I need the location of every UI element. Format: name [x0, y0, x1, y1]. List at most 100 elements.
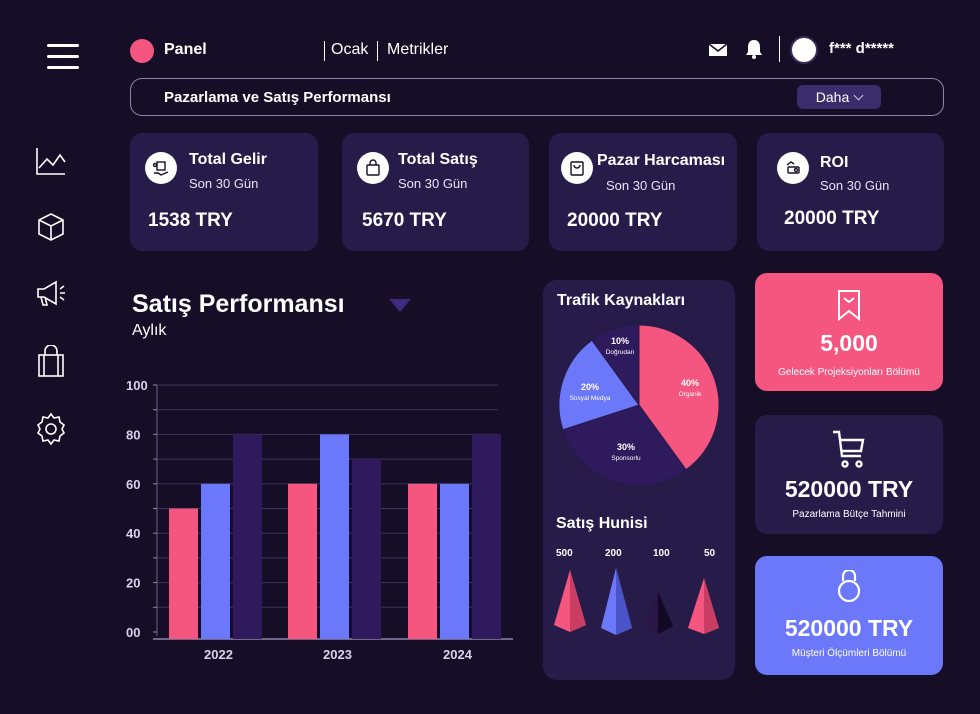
caret-down-icon[interactable]: [389, 299, 411, 312]
brand-logo: [130, 39, 154, 63]
funnel-label: 50: [704, 548, 716, 559]
bar: [201, 483, 230, 639]
bar: [440, 483, 469, 639]
section-bar: [130, 78, 944, 116]
more-label: Daha: [815, 89, 850, 105]
bar: [233, 434, 262, 639]
kpi-value: 1538 TRY: [148, 210, 233, 231]
nav-item-metrikler[interactable]: Metrikler: [387, 41, 449, 58]
x-tick-label: 2022: [204, 647, 233, 662]
pie-value-label: 30%: [617, 442, 635, 452]
pie-category-label: Sosyal Medya: [570, 395, 611, 402]
kpi-value: 20000 TRY: [567, 210, 663, 231]
hamburger-line: [47, 44, 79, 47]
bar: [472, 434, 501, 639]
funnel-shape: [570, 570, 586, 632]
x-tick-label: 2023: [323, 647, 352, 662]
cart-icon: [831, 429, 867, 474]
kpi-value: 5670 TRY: [362, 210, 447, 231]
pie-value-label: 20%: [581, 382, 599, 392]
funnel-shape: [704, 578, 719, 634]
funnel-label: 100: [653, 548, 670, 559]
y-tick-label: 100: [126, 378, 148, 393]
kpi-subtitle: Son 30 Gün: [606, 178, 676, 193]
card-value: 520000 TRY: [784, 615, 914, 641]
pie-category-label: Sponsorlu: [611, 455, 641, 462]
card-label: Pazarlama Bütçe Tahmini: [792, 509, 906, 520]
funnel-shape: [658, 592, 673, 634]
section-title: Pazarlama ve Satış Performansı: [164, 89, 391, 106]
chart-title: Satış Performansı: [132, 290, 345, 318]
y-tick-label: 00: [126, 625, 140, 640]
kpi-title: Total Gelir: [189, 151, 267, 168]
bar: [288, 483, 317, 639]
x-tick-label: 2024: [443, 647, 473, 662]
funnel-labels: 500 200 100 50: [546, 548, 732, 562]
user-name[interactable]: f*** d*****: [829, 40, 895, 57]
money-hand-icon: [777, 152, 809, 184]
pie-category-label: Organik: [679, 391, 703, 398]
pie-slice: [558, 339, 640, 431]
nav-separator: [324, 41, 325, 61]
y-tick-label: 60: [126, 477, 140, 492]
card-label: Gelecek Projeksiyonları Bölümü: [778, 367, 920, 378]
line-chart-icon[interactable]: [34, 144, 68, 178]
funnel-label: 500: [556, 548, 573, 559]
funnel-label: 200: [605, 548, 622, 559]
customer-metrics-card[interactable]: 520000 TRY Müşteri Ölçümleri Bölümü: [755, 556, 943, 675]
y-tick-label: 20: [126, 576, 140, 591]
card-label: Müşteri Ölçümleri Bölümü: [791, 648, 907, 659]
sales-bar-chart: 00 20 40 60 80 100 2022 2023 2024: [126, 378, 513, 662]
kpi-subtitle: Son 30 Gün: [189, 176, 259, 191]
nav-separator: [377, 41, 378, 61]
projection-card[interactable]: 5,000 Gelecek Projeksiyonları Bölümü: [755, 273, 943, 391]
cube-icon[interactable]: [34, 210, 68, 244]
avatar[interactable]: [790, 36, 818, 64]
y-tick-label: 80: [126, 427, 140, 442]
brand-title: Panel: [164, 41, 207, 58]
bar: [352, 459, 381, 639]
bar: [320, 434, 349, 639]
more-dropdown[interactable]: Daha: [797, 85, 881, 109]
pie-value-label: 10%: [611, 336, 629, 346]
delivery-icon: [145, 152, 177, 184]
kettlebell-icon: [836, 568, 862, 609]
store-bag-icon: [561, 152, 593, 184]
menu-button[interactable]: [47, 44, 79, 69]
mail-icon[interactable]: [708, 42, 728, 58]
shopping-bag-icon[interactable]: [34, 344, 68, 379]
funnel-title: Satış Hunisi: [556, 515, 648, 532]
funnel-shape: [616, 568, 632, 635]
kpi-subtitle: Son 30 Gün: [398, 176, 468, 191]
kpi-title: Total Satış: [398, 151, 478, 168]
bar: [408, 483, 437, 639]
pie-category-label: Doğrudan: [606, 349, 635, 356]
hamburger-line: [47, 55, 79, 58]
card-value: 520000 TRY: [784, 476, 914, 502]
budget-card[interactable]: 520000 TRY Pazarlama Bütçe Tahmini: [755, 415, 943, 534]
kpi-value: 20000 TRY: [784, 208, 880, 229]
y-tick-label: 40: [126, 526, 140, 541]
chevron-down-icon: [853, 90, 864, 100]
traffic-pie-chart: 40% Organik 30% Sponsorlu 20% Sosyal Medya 10%…: [558, 324, 720, 486]
pie-slice: [638, 324, 720, 471]
nav-item-ocak[interactable]: Ocak: [331, 41, 369, 58]
kpi-subtitle: Son 30 Gün: [820, 178, 890, 193]
bar: [169, 508, 198, 639]
kpi-title: Pazar Harcaması: [597, 152, 726, 169]
chart-subtitle: Aylık: [132, 322, 167, 339]
user-separator: [779, 36, 780, 62]
bookmark-icon: [836, 289, 862, 326]
gear-icon[interactable]: [34, 412, 68, 446]
sales-funnel: [554, 568, 719, 635]
bag-icon: [357, 152, 389, 184]
pie-slice: [562, 404, 687, 486]
kpi-title: ROI: [820, 154, 849, 171]
megaphone-icon[interactable]: [34, 276, 68, 310]
hamburger-line: [47, 66, 79, 69]
bell-icon[interactable]: [745, 39, 763, 59]
card-value: 5,000: [820, 330, 878, 356]
pie-value-label: 40%: [681, 378, 699, 388]
pie-slice: [591, 324, 640, 407]
traffic-title: Trafik Kaynakları: [557, 292, 686, 309]
